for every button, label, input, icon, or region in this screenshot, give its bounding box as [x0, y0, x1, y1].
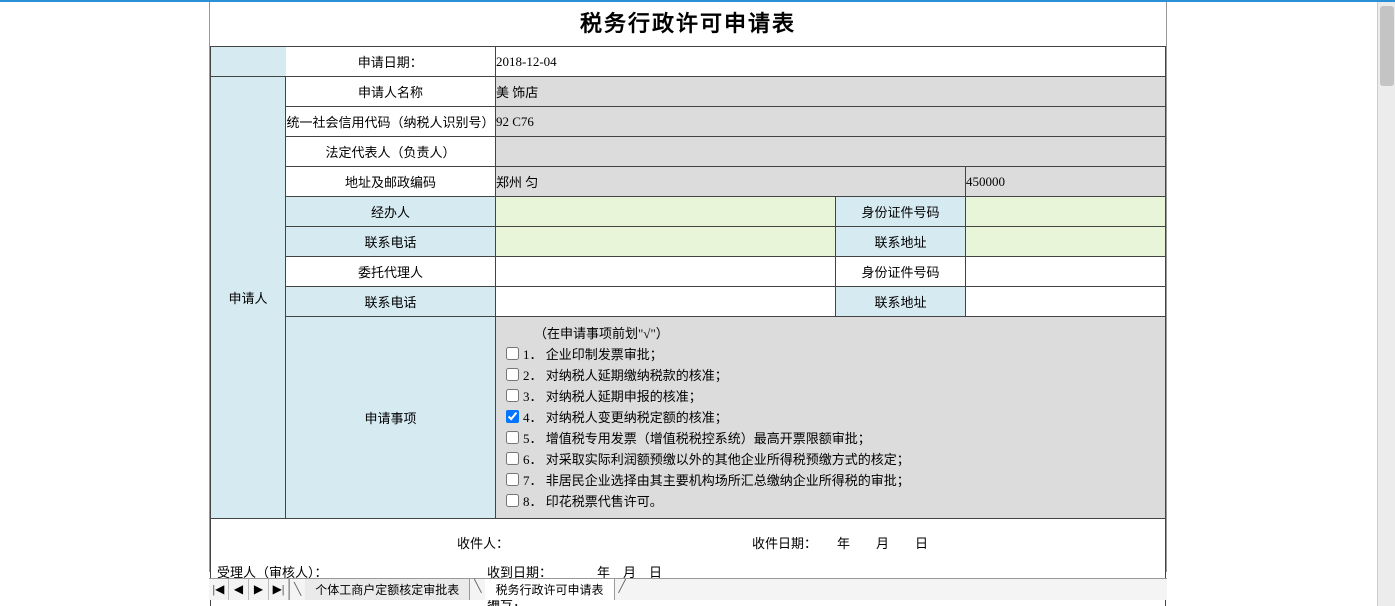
page-title: 税务行政许可申请表: [210, 6, 1166, 38]
application-item-checkbox[interactable]: [506, 452, 519, 465]
handler-phone-value[interactable]: [496, 227, 836, 257]
apply-date-label: 申请日期：: [286, 47, 496, 77]
items-side-label: 申请事项: [286, 317, 496, 519]
application-item-label: 2． 对纳税人延期缴纳税款的核准；: [523, 365, 728, 384]
tab-first-button[interactable]: |◀: [209, 579, 229, 600]
scroll-thumb[interactable]: [1380, 6, 1394, 86]
application-item: 5． 增值税专用发票（增值税税控系统）最高开票限额审批；: [506, 428, 1155, 447]
application-item-label: 3． 对纳税人延期申报的核准；: [523, 386, 702, 405]
credit-code-value: 92 C76: [496, 107, 1166, 137]
items-list: 1． 企业印制发票审批； 2． 对纳税人延期缴纳税款的核准； 3． 对纳税人延期申报…: [506, 344, 1155, 510]
tab-last-button[interactable]: ▶|: [269, 579, 289, 600]
agent-phone-value[interactable]: [496, 287, 836, 317]
apply-date-value: 2018-12-04: [496, 47, 1166, 77]
sheet-tab[interactable]: 税务行政许可申请表: [485, 579, 614, 600]
agent-addr-value[interactable]: [966, 287, 1166, 317]
applicant-name-label: 申请人名称: [286, 77, 496, 107]
address-value: 郑州 匀: [496, 167, 966, 197]
application-item: 6． 对采取实际利润额预缴以外的其他企业所得税预缴方式的核定；: [506, 449, 1155, 468]
document-area: 税务行政许可申请表 申请日期： 2018-12-04 申请人 申请人名称 美: [209, 2, 1167, 572]
recv-date-label: 收件日期：: [677, 533, 837, 552]
postcode-value: 450000: [966, 167, 1166, 197]
tab-separator: ╲: [470, 579, 485, 600]
application-item-label: 6． 对采取实际利润额预缴以外的其他企业所得税预缴方式的核定；: [523, 449, 910, 468]
agent-phone-label: 联系电话: [286, 287, 496, 317]
application-item: 8． 印花税票代售许可。: [506, 491, 1155, 510]
vertical-scrollbar[interactable]: [1377, 2, 1395, 606]
agent-value[interactable]: [496, 257, 836, 287]
agent-addr-label: 联系地址: [836, 287, 966, 317]
application-item-label: 4． 对纳税人变更纳税定额的核准；: [523, 407, 728, 426]
application-item-label: 5． 增值税专用发票（增值税税控系统）最高开票限额审批；: [523, 428, 871, 447]
application-item: 2． 对纳税人延期缴纳税款的核准；: [506, 365, 1155, 384]
tabs-holder: 个体工商户定额核定审批表╲税务行政许可申请表╱: [305, 579, 630, 600]
tab-nav: |◀ ◀ ▶ ▶|: [209, 579, 290, 600]
application-item: 7． 非居民企业选择由其主要机构场所汇总缴纳企业所得税的审批；: [506, 470, 1155, 489]
items-note: （在申请事项前划"√"）: [506, 323, 1155, 342]
tab-separator: ╱: [615, 579, 630, 600]
application-item-checkbox[interactable]: [506, 473, 519, 486]
recv-person-label: 收件人：: [457, 533, 677, 552]
application-item: 4． 对纳税人变更纳税定额的核准；: [506, 407, 1155, 426]
items-cell: （在申请事项前划"√"） 1． 企业印制发票审批； 2． 对纳税人延期缴纳税款的核…: [496, 317, 1166, 519]
sheet-tab-bar: |◀ ◀ ▶ ▶| ╲ 个体工商户定额核定审批表╲税务行政许可申请表╱: [209, 578, 1167, 600]
application-item: 3． 对纳税人延期申报的核准；: [506, 386, 1155, 405]
handler-label: 经办人: [286, 197, 496, 227]
tab-prev-button[interactable]: ◀: [229, 579, 249, 600]
tab-separator: ╲: [290, 582, 305, 597]
date-side-spacer: [211, 47, 286, 77]
application-item-checkbox[interactable]: [506, 410, 519, 423]
application-item-label: 8． 印花税票代售许可。: [523, 491, 663, 510]
application-item-checkbox[interactable]: [506, 347, 519, 360]
application-item-label: 1． 企业印制发票审批；: [523, 344, 663, 363]
handler-addr-value[interactable]: [966, 227, 1166, 257]
application-item-checkbox[interactable]: [506, 368, 519, 381]
viewport: 税务行政许可申请表 申请日期： 2018-12-04 申请人 申请人名称 美: [0, 0, 1395, 606]
application-form-table: 申请日期： 2018-12-04 申请人 申请人名称 美 饰店 统一社会信用代码…: [210, 46, 1166, 606]
legal-rep-value: [496, 137, 1166, 167]
recv-date-ymd: 年 月 日: [837, 533, 928, 552]
agent-label: 委托代理人: [286, 257, 496, 287]
application-item-label: 7． 非居民企业选择由其主要机构场所汇总缴纳企业所得税的审批；: [523, 470, 910, 489]
credit-code-label: 统一社会信用代码（纳税人识别号）: [286, 107, 496, 137]
handler-value[interactable]: [496, 197, 836, 227]
application-item-checkbox[interactable]: [506, 494, 519, 507]
application-item-checkbox[interactable]: [506, 431, 519, 444]
handler-phone-label: 联系电话: [286, 227, 496, 257]
address-label: 地址及邮政编码: [286, 167, 496, 197]
application-item-checkbox[interactable]: [506, 389, 519, 402]
agent-id-label: 身份证件号码: [836, 257, 966, 287]
applicant-name-value: 美 饰店: [496, 77, 1166, 107]
sheet-tab[interactable]: 个体工商户定额核定审批表: [305, 579, 470, 600]
agent-id-value[interactable]: [966, 257, 1166, 287]
applicant-side-label: 申请人: [211, 77, 286, 519]
legal-rep-label: 法定代表人（负责人）: [286, 137, 496, 167]
handler-id-value[interactable]: [966, 197, 1166, 227]
handler-addr-label: 联系地址: [836, 227, 966, 257]
tab-next-button[interactable]: ▶: [249, 579, 269, 600]
application-item: 1． 企业印制发票审批；: [506, 344, 1155, 363]
handler-id-label: 身份证件号码: [836, 197, 966, 227]
